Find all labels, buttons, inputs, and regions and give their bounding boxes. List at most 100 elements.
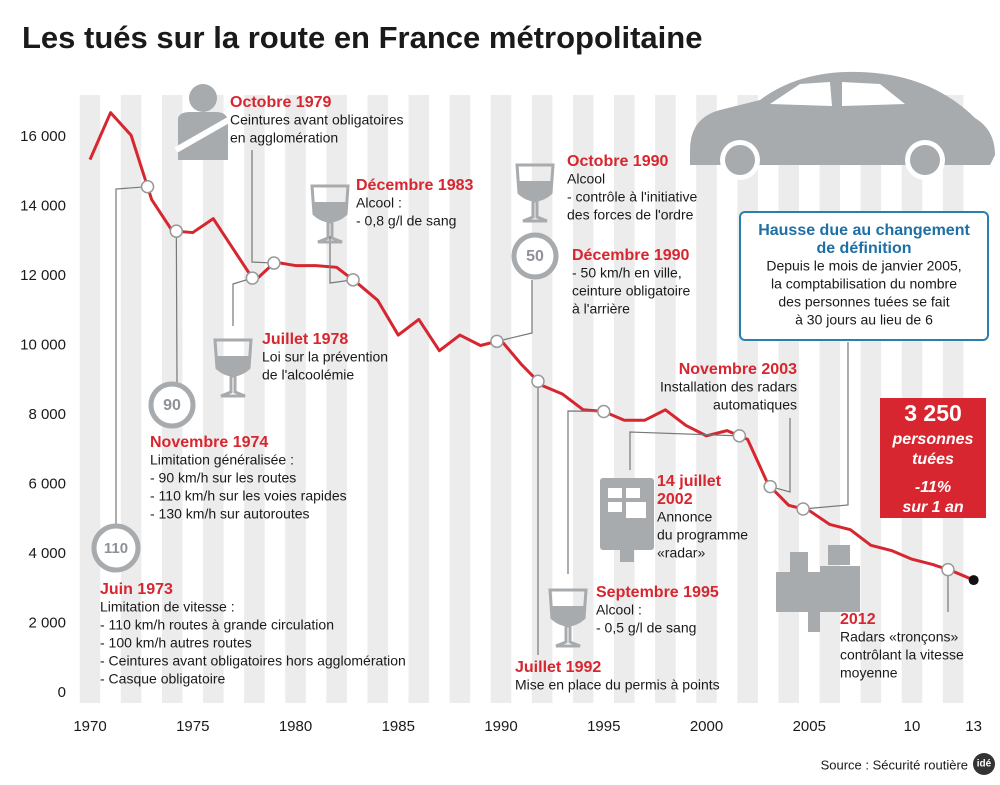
- event-marker: [490, 334, 504, 349]
- annotation-title: Octobre 1979: [230, 94, 331, 111]
- radars-icon: [776, 545, 860, 632]
- year-stripe: [367, 95, 388, 703]
- year-stripe: [655, 95, 676, 703]
- event-marker: [732, 429, 747, 443]
- leader-line: [567, 410, 604, 574]
- annotation-text: à 30 jours au lieu de 6: [795, 312, 933, 328]
- highlight-text: -11%: [915, 479, 951, 496]
- speed-sign: [91, 523, 141, 573]
- annotation-title: Juillet 1978: [262, 331, 348, 348]
- glass-wine: [519, 181, 551, 199]
- annotation-text: - 0,5 g/l de sang: [596, 620, 696, 636]
- speed-sign-label: 110: [104, 540, 128, 557]
- car-icon: [690, 71, 995, 180]
- glass-wine: [314, 202, 346, 220]
- annotation-title: Juillet 1992: [515, 659, 601, 676]
- annotation-title: Juin 1973: [100, 581, 173, 598]
- highlight-text: personnes: [892, 431, 974, 448]
- speed-sign: [511, 232, 559, 280]
- event-marker: [346, 273, 360, 287]
- annotation-title: 2002: [657, 491, 693, 508]
- logo-badge: [973, 753, 995, 775]
- annotation-title: 2012: [840, 611, 876, 628]
- annotation-text: Annonce: [657, 509, 712, 525]
- glass-icon: [515, 163, 555, 223]
- last-point: [968, 575, 979, 586]
- annotation-text: - 130 km/h sur autoroutes: [150, 506, 310, 522]
- y-tick-label: 0: [58, 684, 66, 701]
- annotation-text: à l'arrière: [572, 301, 630, 317]
- annotation-text: la comptabilisation du nombre: [771, 276, 957, 292]
- y-tick-label: 8 000: [28, 406, 66, 423]
- y-tick-label: 16 000: [20, 128, 66, 145]
- annotation-text: Depuis le mois de janvier 2005,: [766, 258, 961, 274]
- annotation-title: Décembre 1990: [572, 247, 690, 264]
- leader-line: [496, 280, 533, 342]
- annotation-title: Novembre 2003: [679, 361, 797, 378]
- x-tick-label: 2000: [690, 718, 723, 735]
- x-tick-label: 1970: [73, 718, 106, 735]
- annotation-title: Novembre 1974: [150, 434, 268, 451]
- year-stripe: [79, 95, 101, 703]
- annotation-text: - 110 km/h sur les voies rapides: [150, 488, 347, 504]
- radar-icon: [600, 478, 654, 562]
- leader-line: [251, 150, 274, 264]
- year-stripe: [244, 95, 265, 703]
- event-marker: [140, 179, 155, 194]
- person-icon: [174, 84, 234, 160]
- y-tick-label: 4 000: [28, 545, 66, 562]
- event-marker: [796, 502, 810, 516]
- annotation-text: - 90 km/h sur les routes: [150, 470, 296, 486]
- year-stripe: [696, 95, 717, 703]
- event-marker: [763, 479, 777, 494]
- annotation-title: Octobre 1990: [567, 153, 668, 170]
- x-tick-label: 10: [904, 718, 921, 735]
- annotation-text: Loi sur la prévention: [262, 349, 388, 365]
- annotation-text: - 50 km/h en ville,: [572, 265, 682, 281]
- annotation-text: ceinture obligatoire: [572, 283, 691, 299]
- annotation-title: Septembre 1995: [596, 584, 719, 601]
- annotation-text: - Casque obligatoire: [100, 671, 226, 687]
- speed-sign-label: 90: [163, 397, 181, 414]
- leader-line: [770, 418, 791, 493]
- year-stripe: [326, 95, 347, 703]
- annotation-text: Limitation généralisée :: [150, 452, 294, 468]
- annotation-text: Mise en place du permis à points: [515, 677, 720, 693]
- annotation-text: automatiques: [713, 397, 797, 413]
- highlight-text: sur 1 an: [902, 499, 964, 516]
- annotation-title: 14 juillet: [657, 473, 722, 490]
- annotation-title: Hausse due au changement: [758, 222, 970, 239]
- glass-icon: [310, 184, 350, 244]
- y-tick-label: 12 000: [20, 267, 66, 284]
- x-tick-label: 1985: [382, 718, 415, 735]
- y-tick-label: 6 000: [28, 475, 66, 492]
- event-marker: [531, 374, 545, 389]
- leader-line: [175, 231, 178, 383]
- x-tick-label: 2005: [793, 718, 826, 735]
- highlight-text: tuées: [912, 451, 954, 468]
- year-stripe: [203, 95, 224, 703]
- annotation-text: Radars «tronçons»: [840, 629, 959, 645]
- glass-wine: [217, 356, 249, 374]
- annotation-text: - 100 km/h autres routes: [100, 635, 252, 651]
- year-stripe: [285, 95, 306, 703]
- annotation-text: - 110 km/h routes à grande circulation: [100, 617, 334, 633]
- event-marker: [267, 256, 281, 270]
- event-marker: [169, 224, 184, 238]
- note-box: [739, 211, 989, 341]
- glass-wine: [552, 606, 584, 624]
- event-marker: [597, 404, 611, 419]
- event-marker: [245, 271, 260, 285]
- annotation-text: du programme: [657, 527, 748, 543]
- annotation-text: - Ceintures avant obligatoires hors aggl…: [100, 653, 406, 669]
- data-line: [88, 111, 975, 582]
- leader-line: [803, 342, 849, 510]
- annotation-title: de définition: [816, 240, 911, 257]
- year-stripe: [490, 95, 512, 703]
- x-tick-label: 1990: [484, 718, 517, 735]
- annotation-text: Ceintures avant obligatoires: [230, 112, 404, 128]
- highlight-box: [880, 398, 986, 518]
- y-tick-label: 2 000: [28, 614, 66, 631]
